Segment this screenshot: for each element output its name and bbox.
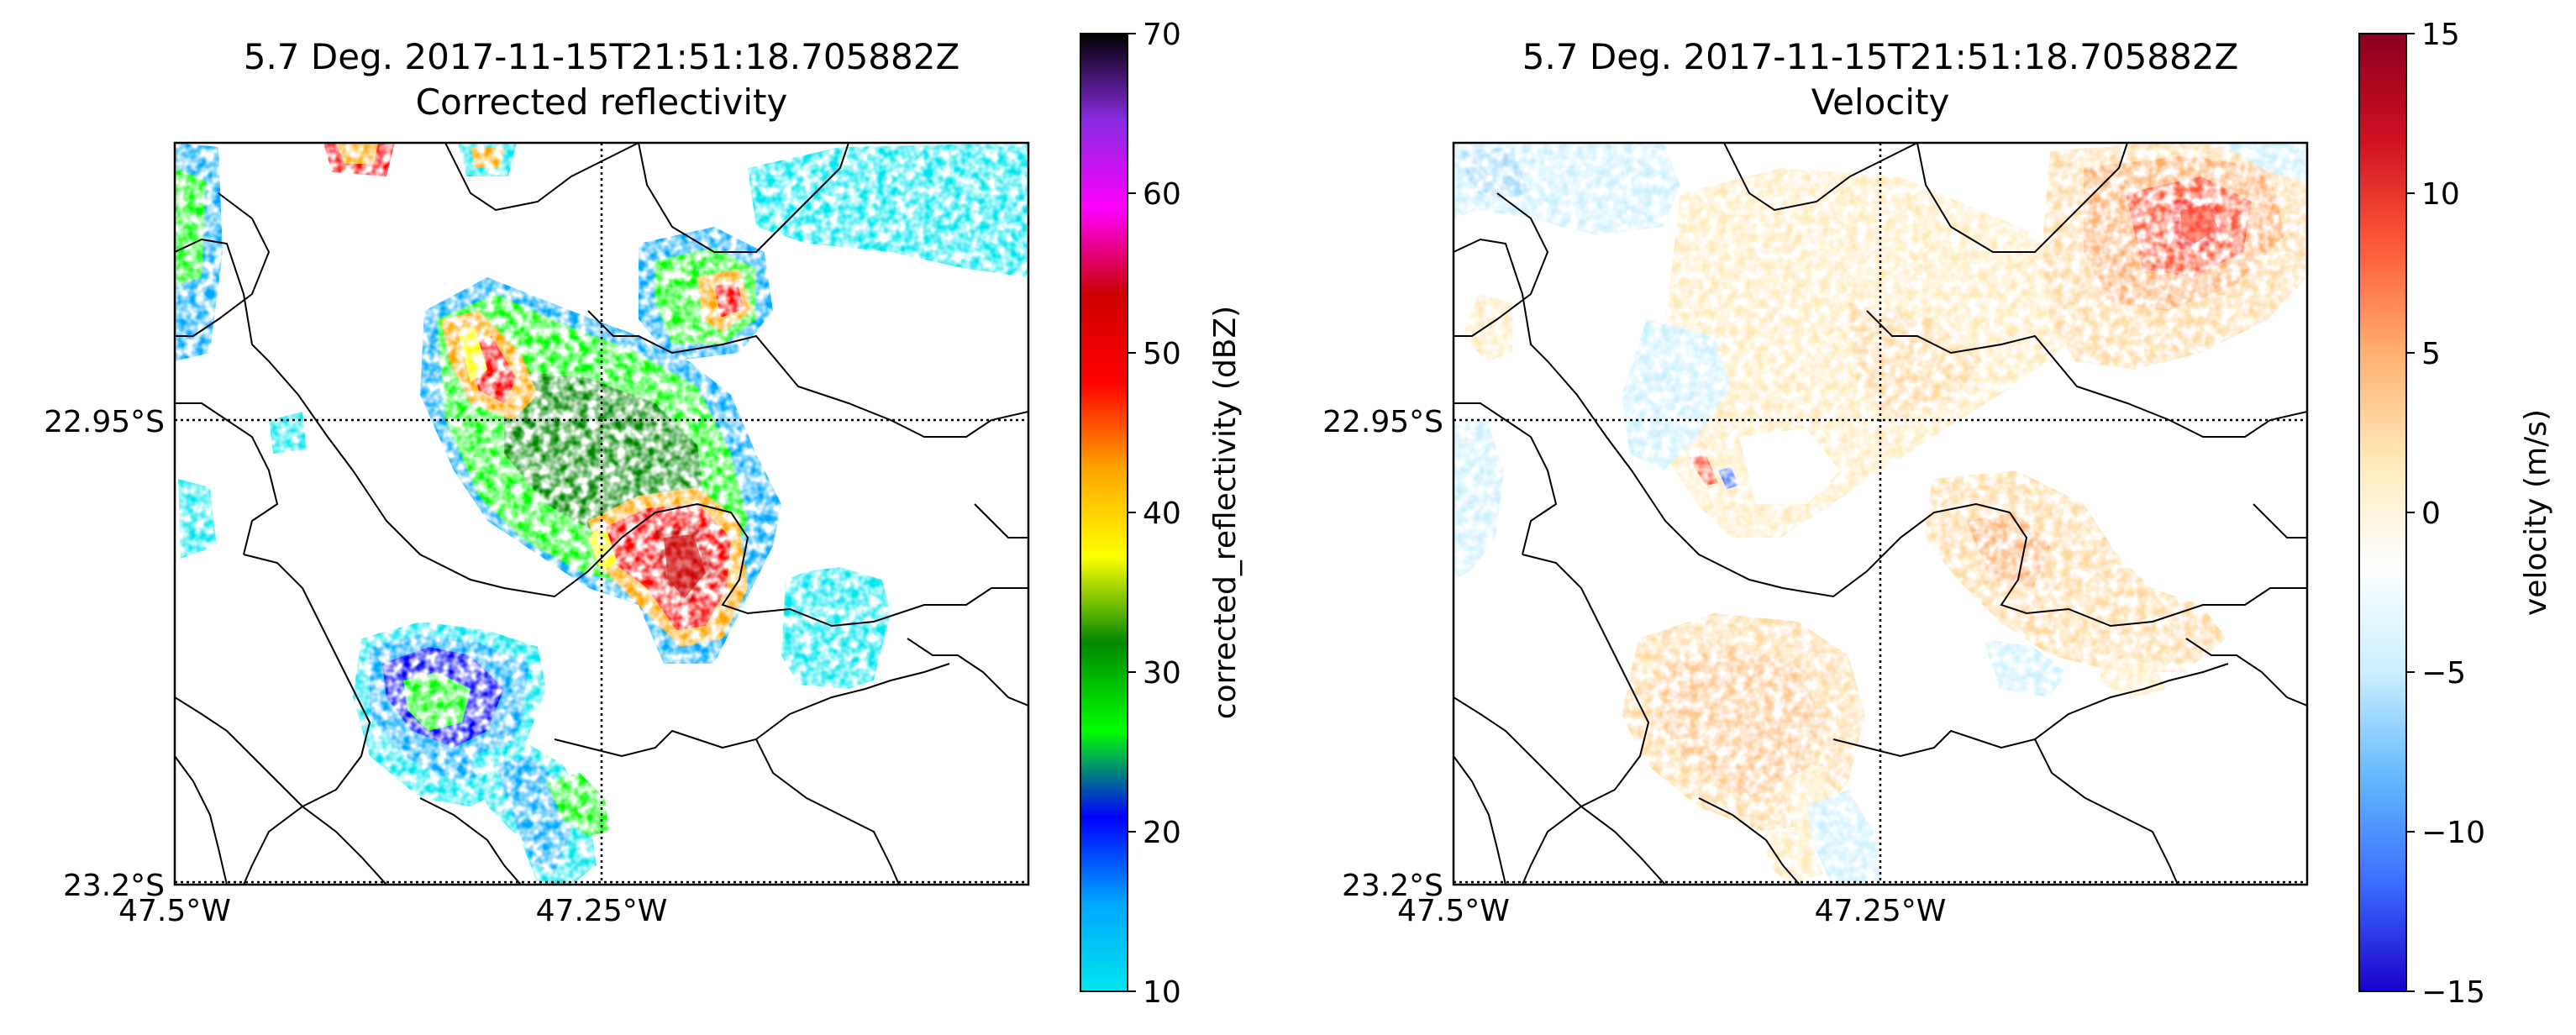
velocity-xtick-0: 47.5°W: [1397, 894, 1510, 928]
reflectivity-axes-frame: [173, 141, 1030, 886]
reflectivity-panel: 5.7 Deg. 2017-11-15T21:51:18.705882Z Cor…: [44, 18, 1243, 1010]
reflectivity-colorbar-tick-label: 40: [1143, 496, 1181, 531]
velocity-colorbar-tick-label: 10: [2421, 177, 2460, 212]
reflectivity-colorbar-tick-label: 60: [1143, 177, 1181, 212]
reflectivity-colorbar-tick-label: 20: [1143, 816, 1181, 850]
velocity-field: [1454, 143, 2307, 885]
velocity-subtitle: Velocity: [1811, 81, 1950, 123]
reflectivity-ytick-1: 23.2°S: [63, 869, 165, 903]
velocity-colorbar-tick-label: 0: [2421, 496, 2441, 531]
velocity-colorbar: −15 −10 −5 0 5 10 15 velocity (m/s): [2358, 18, 2553, 1010]
reflectivity-ytick-0: 22.95°S: [44, 405, 165, 439]
velocity-colorbar-tick-label: 15: [2421, 18, 2460, 52]
velocity-title: 5.7 Deg. 2017-11-15T21:51:18.705882Z: [1522, 36, 2239, 77]
velocity-colorbar-tick-label: −15: [2421, 975, 2485, 1010]
velocity-ytick-0: 22.95°S: [1322, 405, 1443, 439]
reflectivity-colorbar-tick-label: 70: [1143, 18, 1181, 52]
reflectivity-colorbar-ramp: [1080, 33, 1128, 992]
velocity-colorbar-ramp: [2358, 33, 2407, 992]
velocity-axes-frame: [1452, 141, 2309, 886]
reflectivity-subtitle: Corrected reflectivity: [416, 81, 788, 123]
reflectivity-colorbar: 10 20 30 40 50 60 70 corrected_reflectivity (d…: [1080, 18, 1243, 1010]
velocity-xtick-1: 47.25°W: [1815, 894, 1947, 928]
reflectivity-field: [175, 143, 1028, 885]
velocity-colorbar-tick-label: −10: [2421, 816, 2485, 850]
velocity-borders: [1454, 143, 2307, 885]
reflectivity-colorbar-label: corrected_reflectivity (dBZ): [1208, 306, 1243, 719]
reflectivity-borders: [175, 143, 1028, 885]
velocity-colorbar-label: velocity (m/s): [2519, 409, 2553, 616]
velocity-ytick-1: 23.2°S: [1342, 869, 1443, 903]
reflectivity-title: 5.7 Deg. 2017-11-15T21:51:18.705882Z: [244, 36, 960, 77]
reflectivity-colorbar-tick-label: 30: [1143, 656, 1181, 691]
velocity-colorbar-tick-label: −5: [2421, 656, 2466, 691]
velocity-colorbar-ticks: −15 −10 −5 0 5 10 15: [2406, 18, 2485, 1010]
refl-cell-northeast-light: [748, 143, 1028, 277]
reflectivity-xtick-1: 47.25°W: [536, 894, 668, 928]
velocity-colorbar-tick-label: 5: [2421, 337, 2441, 371]
velocity-panel: 5.7 Deg. 2017-11-15T21:51:18.705882Z Vel…: [1322, 18, 2553, 1010]
reflectivity-colorbar-ticks: 10 20 30 40 50 60 70: [1128, 18, 1181, 1010]
reflectivity-xtick-0: 47.5°W: [118, 894, 231, 928]
reflectivity-colorbar-tick-label: 10: [1143, 975, 1181, 1010]
reflectivity-colorbar-tick-label: 50: [1143, 337, 1181, 371]
